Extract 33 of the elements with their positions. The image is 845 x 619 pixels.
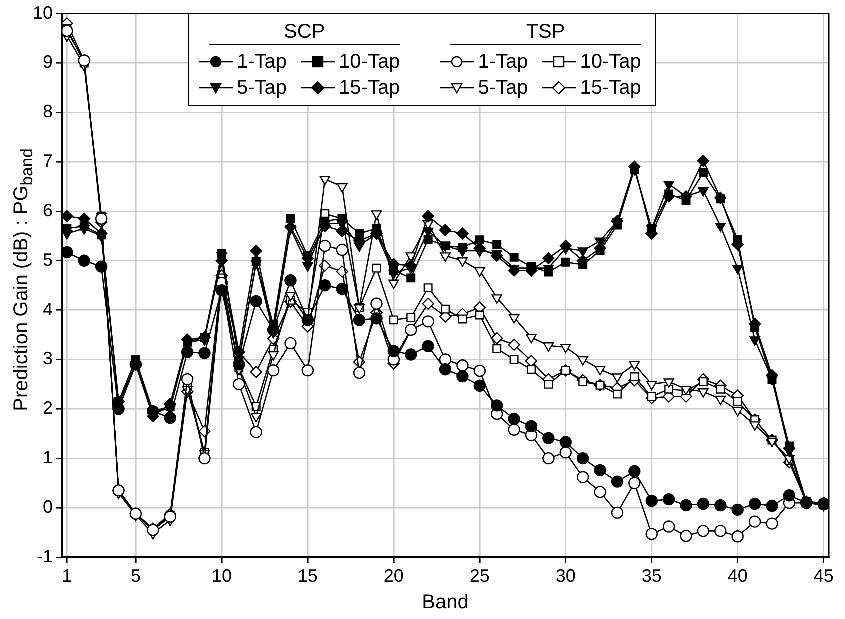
y-tick-label: 0 (43, 496, 54, 517)
y-tick-label: 2 (43, 398, 54, 418)
y-tick-label: 5 (43, 250, 54, 270)
x-tick-label: 45 (814, 566, 834, 586)
annotation: TSP (450, 20, 642, 45)
x-tick-label: 30 (556, 566, 576, 586)
x-tick-label: 40 (728, 566, 748, 586)
x-tick-label: 20 (384, 566, 404, 586)
legend-label: 15-Tap (580, 76, 642, 101)
y-tick-label: 9 (43, 52, 54, 72)
legend-label: 1-Tap (478, 50, 528, 75)
y-tick-label: 4 (43, 299, 54, 320)
y-tick-label: 7 (43, 151, 54, 172)
y-tick-label: 8 (43, 102, 54, 122)
legend-label: 5-Tap (478, 76, 528, 101)
legend-label: 10-Tap (339, 50, 400, 75)
x-tick-label: 10 (212, 566, 232, 586)
x-axis-title: Band (422, 592, 469, 614)
y-tick-label: -1 (37, 546, 54, 566)
x-tick-label: 25 (470, 566, 490, 586)
x-tick-label: 5 (130, 566, 141, 586)
y-tick-label: 10 (32, 2, 54, 23)
y-tick-label: 1 (43, 448, 54, 468)
x-tick-label: 35 (642, 566, 662, 586)
y-tick-label: 3 (43, 348, 54, 369)
y-tick-label: 6 (43, 200, 54, 220)
legend-label: 10-Tap (580, 50, 642, 75)
x-tick-label: 1 (62, 566, 72, 586)
legend-label: 1-Tap (237, 50, 288, 75)
legend-label: 15-Tap (339, 76, 400, 101)
annotation: SCP (209, 20, 400, 45)
legend-label: 5-Tap (237, 76, 288, 101)
x-tick-label: 15 (298, 566, 318, 586)
